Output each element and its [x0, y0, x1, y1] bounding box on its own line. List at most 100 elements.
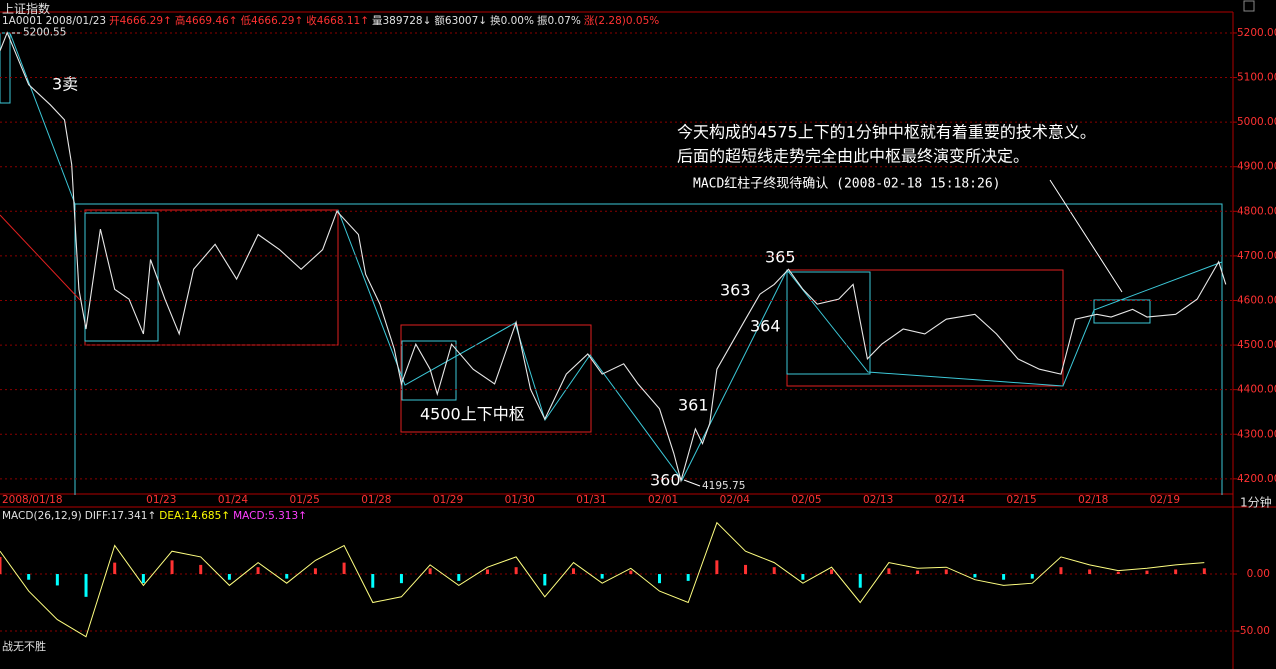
footer-label: 战无不胜: [2, 639, 46, 653]
macd-bar: [715, 560, 719, 575]
box: [84, 212, 159, 342]
macd-legend: MACD(26,12,9) DIFF:17.341↑ DEA:14.685↑ MACD…: [2, 510, 310, 522]
macd-bar: [744, 564, 748, 575]
y-tick-label: -50.00: [1236, 625, 1270, 637]
header-item: 涨(2.28)0.05%: [583, 15, 660, 27]
macd-bar: [1174, 569, 1178, 575]
x-tick-label: 01/23: [146, 494, 176, 506]
header-item: 换0.00%: [490, 15, 534, 27]
macd-bar: [199, 564, 203, 575]
macd-bar: [485, 569, 489, 575]
macd-bar: [371, 574, 375, 588]
macd-bar: [428, 568, 432, 575]
macd-bar: [801, 574, 805, 580]
x-tick-label: 02/04: [720, 494, 751, 506]
macd-bar: [1088, 569, 1092, 575]
macd-bar: [772, 567, 776, 575]
macd-bar: [313, 568, 317, 575]
x-tick-label: 02/13: [863, 494, 893, 506]
x-tick-label: 01/30: [505, 494, 535, 506]
diff-line: [0, 521, 1205, 638]
y-tick-label: 4500.00: [1237, 339, 1276, 351]
header-item: 2008/01/23: [45, 15, 107, 27]
annotation: 4500上下中枢: [420, 405, 525, 424]
x-tick-label: 01/25: [290, 494, 320, 506]
y-tick-label: 4900.00: [1237, 161, 1276, 173]
big-box: [74, 203, 1223, 495]
x-tick-label: 01/24: [218, 494, 249, 506]
x-tick-label: 02/05: [791, 494, 821, 506]
zhongshu-box: [400, 324, 592, 433]
annotation: 360: [650, 471, 681, 490]
header-item: 1A0001: [2, 15, 43, 27]
header-item: MACD:5.313↑: [233, 510, 307, 522]
macd-bar: [944, 569, 948, 575]
zhongshu-box: [786, 269, 1064, 387]
y-tick-label: 4300.00: [1237, 428, 1276, 440]
macd-bar: [170, 560, 174, 575]
macd-bar: [1030, 574, 1034, 579]
header-item: DEA:14.685↑: [159, 510, 231, 522]
macd-bar: [285, 574, 289, 579]
annotation: 361: [678, 396, 709, 415]
macd-bar: [399, 574, 403, 584]
macd-bar: [629, 570, 633, 575]
macd-bar: [830, 569, 834, 575]
annotation: MACD红柱子终现待确认 (2008-02-18 15:18:26): [693, 176, 1001, 192]
macd-bar: [973, 574, 977, 578]
macd-bar: [1116, 571, 1120, 575]
header-item: 振0.07%: [536, 15, 581, 27]
header-item: 量389728↓: [372, 15, 432, 27]
window-icon[interactable]: [1243, 0, 1255, 12]
macd-bar: [571, 568, 575, 575]
macd-bar: [113, 562, 117, 575]
box: [401, 340, 457, 401]
macd-bar: [27, 574, 31, 580]
macd-bar: [658, 574, 662, 584]
y-tick-label: 4400.00: [1237, 384, 1276, 396]
header-row: 1A0001 2008/01/23 开4666.29↑ 高4669.46↑ 低4666.…: [2, 13, 662, 28]
analysis-shapes: [0, 32, 1223, 495]
low-label: 4195.75: [702, 480, 745, 492]
macd-bar: [1202, 568, 1206, 575]
macd-bar: [141, 574, 145, 584]
header-item: DIFF:17.341↑: [84, 510, 157, 522]
macd-bar: [256, 567, 260, 575]
x-tick-label: 02/18: [1078, 494, 1108, 506]
x-tick-label: 01/31: [576, 494, 606, 506]
macd-bar: [55, 574, 59, 586]
macd-bar: [514, 567, 518, 575]
price-line: [0, 31, 1227, 483]
pointer-line: [1049, 179, 1123, 293]
box: [1093, 299, 1151, 324]
x-tick-label: 01/28: [361, 494, 391, 506]
macd-bar: [1145, 570, 1149, 575]
y-tick-label: 5100.00: [1237, 72, 1276, 84]
period-label: 1分钟: [1240, 495, 1272, 510]
macd-bar: [543, 574, 547, 586]
high-label: 5200.55: [23, 27, 66, 39]
header-item: MACD(26,12,9): [2, 510, 82, 522]
pointer-line: [683, 479, 701, 487]
annotation: 365: [765, 248, 796, 267]
y-tick-label: 0.00: [1247, 568, 1270, 580]
macd-bar: [1002, 574, 1006, 580]
macd-bar: [686, 574, 690, 581]
y-tick-label: 4200.00: [1237, 473, 1276, 485]
y-tick-label: 4700.00: [1237, 250, 1276, 262]
macd-bar: [887, 568, 891, 575]
macd-bar: [1059, 567, 1063, 575]
stroke-line: [9, 32, 76, 205]
header-item: 高4669.46↑: [174, 15, 238, 27]
macd-bar: [600, 574, 604, 579]
title: 上证指数: [2, 2, 51, 16]
header-item: 开4666.29↑: [109, 15, 172, 27]
y-tick-label: 4800.00: [1237, 205, 1276, 217]
box: [0, 32, 11, 104]
trend-line: [0, 214, 81, 301]
annotation: 3卖: [52, 75, 78, 94]
header-item: 额63007↓: [434, 15, 488, 27]
y-tick-label: 5200.00: [1237, 27, 1276, 39]
header-item: 低4666.29↑: [240, 15, 304, 27]
